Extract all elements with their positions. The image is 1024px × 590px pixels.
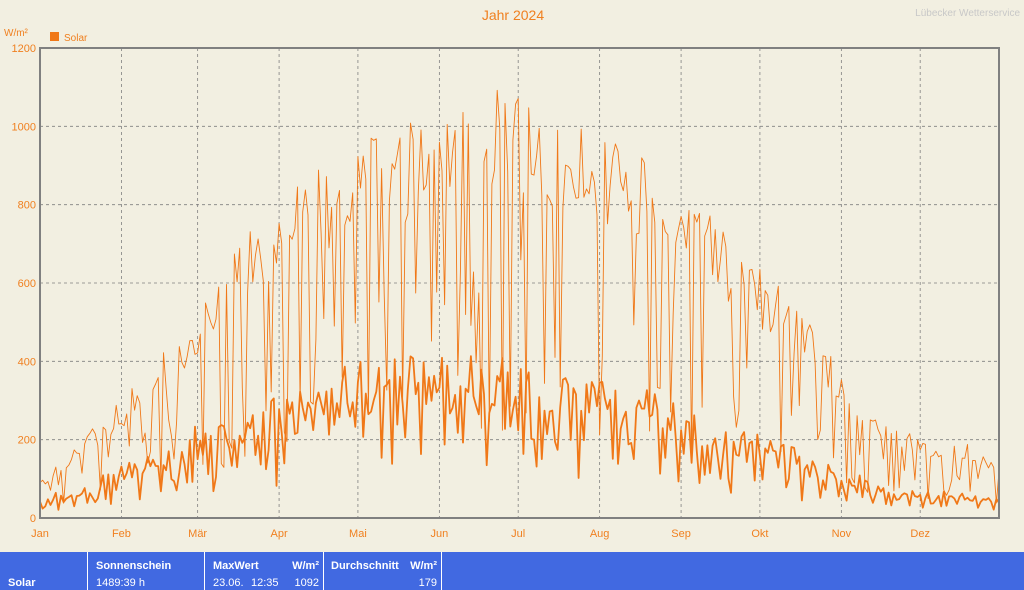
x-tick-label: Mär [188, 528, 207, 540]
chart: Jahr 2024 Lübecker Wetterservice W/m² So… [4, 7, 1020, 540]
sunshine-cell: Sonnenschein 1489:39 h [87, 552, 204, 590]
sunshine-header: Sonnenschein [96, 560, 172, 572]
series-layer [39, 89, 1000, 511]
x-tick-label: Sep [671, 528, 691, 540]
stats-row-label-cell: Solar [0, 552, 86, 590]
x-tick-label: Mai [349, 528, 367, 540]
y-tick-label: 400 [18, 356, 36, 368]
maxvalue-unit: W/m² [292, 560, 319, 572]
x-tick-label: Jun [430, 528, 448, 540]
series-line-solar-max [39, 89, 1000, 504]
x-tick-label: Dez [910, 528, 930, 540]
y-tick-label: 600 [18, 278, 36, 290]
y-axis-unit: W/m² [4, 28, 29, 39]
y-tick-label: 800 [18, 200, 36, 212]
x-tick-label: Jan [31, 528, 49, 540]
legend-swatch [50, 32, 59, 41]
x-tick-label: Okt [751, 528, 768, 540]
series-line-solar-average [39, 355, 1000, 511]
maxvalue-header: MaxWert [213, 560, 259, 572]
x-axis-ticks: Jan Feb Mär Apr Mai Jun Jul Aug Sep Okt Nov Dez [31, 528, 930, 540]
maxvalue-cell: MaxWert W/m² 23.06. 12:35 1092 [204, 552, 323, 590]
average-header: Durchschnitt [331, 560, 399, 572]
stats-row-label: Solar [8, 577, 36, 589]
average-cell: Durchschnitt W/m² 179 [323, 552, 441, 590]
y-tick-label: 200 [18, 435, 36, 447]
stats-empty-cell [441, 552, 1024, 590]
average-unit: W/m² [410, 560, 437, 572]
average-value: 179 [418, 577, 437, 589]
x-tick-label: Nov [832, 528, 852, 540]
x-tick-label: Feb [112, 528, 131, 540]
y-tick-label: 1000 [12, 121, 36, 133]
x-tick-label: Jul [511, 528, 525, 540]
gridlines [40, 48, 999, 518]
y-axis-ticks: 0 200 400 600 800 1000 1200 [12, 43, 36, 525]
maxvalue-time: 12:35 [251, 577, 279, 589]
watermark: Lübecker Wetterservice [915, 8, 1020, 19]
legend-label: Solar [64, 33, 88, 44]
maxvalue-date: 23.06. [213, 577, 244, 589]
chart-title: Jahr 2024 [482, 7, 544, 23]
stats-bar: Solar Sonnenschein 1489:39 h MaxWert W/m… [0, 552, 1024, 590]
y-tick-label: 0 [30, 513, 36, 525]
plot-frame [39, 47, 1000, 519]
x-tick-label: Apr [271, 528, 288, 540]
sunshine-value: 1489:39 h [96, 577, 145, 589]
maxvalue-value: 1092 [294, 577, 319, 589]
y-tick-label: 1200 [12, 43, 36, 55]
x-tick-label: Aug [590, 528, 610, 540]
